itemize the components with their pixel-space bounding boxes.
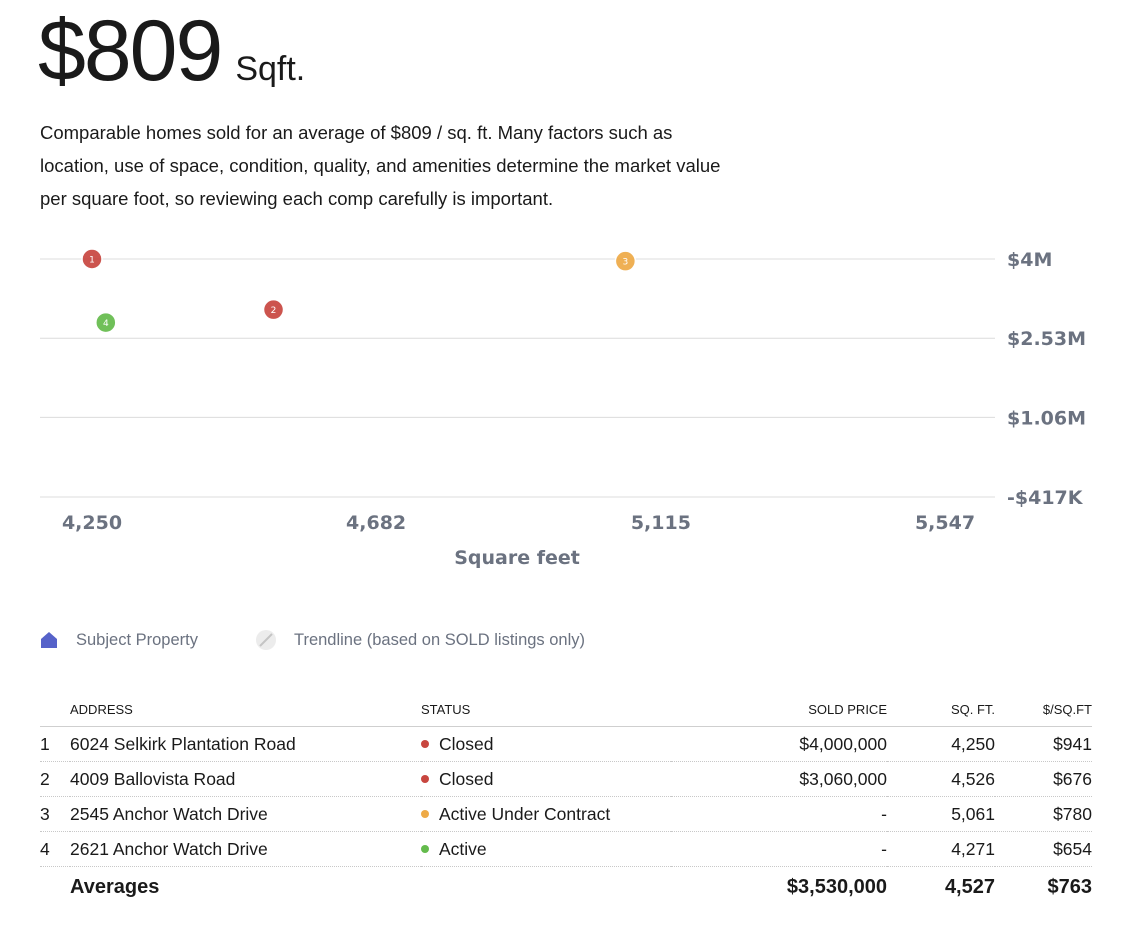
average-price-per-sqft: $763	[1047, 875, 1093, 898]
status-label: Active Under Contract	[439, 803, 611, 824]
col-sqft[interactable]: SQ. FT.	[887, 692, 995, 727]
data-point-marker	[81, 248, 103, 270]
y-tick-label: $4M	[1007, 249, 1052, 271]
col-sold-price[interactable]: SOLD PRICE	[671, 692, 887, 727]
row-sold-price: $4,000,000	[671, 726, 887, 762]
data-point-marker	[95, 311, 117, 334]
legend-subject-property[interactable]: Subject Property	[40, 631, 198, 650]
average-price-per-sqft: $809	[38, 3, 223, 99]
averages-spacer	[40, 867, 70, 908]
price-unit: Sqft.	[235, 50, 306, 88]
y-tick-label: $1.06M	[1007, 407, 1086, 429]
row-status: Active	[421, 831, 671, 867]
row-price-per-sqft: $676	[995, 761, 1092, 797]
col-address[interactable]: ADDRESS	[70, 692, 421, 727]
data-point[interactable]: 1	[81, 248, 103, 270]
row-address[interactable]: 2621 Anchor Watch Drive	[70, 831, 421, 867]
data-point-label: 1	[89, 256, 95, 266]
x-axis-label: Square feet	[454, 547, 580, 569]
data-point-label: 4	[103, 319, 109, 329]
row-sqft: 5,061	[887, 796, 995, 832]
row-number: 1	[40, 726, 70, 762]
table-row[interactable]: 3 2545 Anchor Watch Drive Active Under C…	[40, 796, 1092, 832]
price-headline: $809 Sqft.	[38, 8, 305, 94]
chart-gridlines	[40, 258, 995, 498]
average-sqft: 4,527	[944, 875, 995, 898]
y-tick-label: $2.53M	[1007, 328, 1086, 350]
table-row[interactable]: 1 6024 Selkirk Plantation Road Closed $4…	[40, 726, 1092, 762]
status-dot	[421, 739, 429, 748]
table-row[interactable]: 4 2621 Anchor Watch Drive Active - 4,271…	[40, 831, 1092, 867]
row-status: Closed	[421, 761, 671, 797]
col-number	[40, 692, 70, 727]
y-axis-ticks: $4M $2.53M $1.06M -$417K	[1007, 249, 1086, 509]
row-sqft: 4,526	[887, 761, 995, 797]
chart-points: 1 2 3 4	[81, 248, 637, 334]
data-point-label: 3	[623, 258, 629, 268]
status-label: Closed	[439, 733, 494, 754]
row-sold-price: -	[671, 796, 887, 832]
row-sold-price: -	[671, 831, 887, 867]
x-tick-label: 4,250	[62, 512, 122, 534]
row-price-per-sqft: $941	[995, 726, 1092, 762]
data-point-marker	[262, 298, 285, 321]
x-tick-label: 5,115	[631, 512, 691, 534]
row-status: Closed	[421, 726, 671, 762]
col-status[interactable]: STATUS	[421, 692, 671, 727]
row-address[interactable]: 4009 Ballovista Road	[70, 761, 421, 797]
chart-legend: Subject Property Trendline (based on SOL…	[40, 626, 643, 654]
data-point-label: 2	[271, 306, 277, 316]
data-point[interactable]: 2	[262, 298, 285, 321]
col-price-per-sqft[interactable]: $/SQ.FT	[995, 692, 1092, 727]
row-number: 4	[40, 831, 70, 867]
row-number: 3	[40, 796, 70, 832]
legend-trendline[interactable]: Trendline (based on SOLD listings only)	[255, 630, 586, 650]
row-price-per-sqft: $654	[995, 831, 1092, 867]
row-address[interactable]: 2545 Anchor Watch Drive	[70, 796, 421, 832]
status-dot	[421, 844, 429, 853]
trendline-icon	[255, 630, 276, 650]
table-row[interactable]: 2 4009 Ballovista Road Closed $3,060,000…	[40, 761, 1092, 797]
data-point-marker	[614, 250, 637, 272]
status-label: Closed	[439, 768, 494, 789]
row-sqft: 4,271	[887, 831, 995, 867]
data-point[interactable]: 4	[95, 311, 117, 334]
averages-status-spacer	[421, 867, 671, 908]
row-address[interactable]: 6024 Selkirk Plantation Road	[70, 726, 421, 762]
house-icon	[40, 631, 58, 649]
y-tick-label: -$417K	[1007, 487, 1084, 509]
comparables-table: ADDRESS STATUS SOLD PRICE SQ. FT. $/SQ.F…	[40, 692, 1092, 907]
data-point[interactable]: 3	[614, 250, 637, 272]
x-axis-ticks: 4,250 4,682 5,115 5,547	[62, 512, 975, 534]
row-price-per-sqft: $780	[995, 796, 1092, 832]
averages-row: Averages $3,530,000 4,527 $763	[40, 867, 1092, 908]
legend-subject-label: Subject Property	[76, 630, 198, 649]
average-sold-price: $3,530,000	[786, 875, 887, 898]
price-description: Comparable homes sold for an average of …	[40, 122, 721, 209]
status-dot	[421, 774, 429, 783]
legend-trendline-label: Trendline (based on SOLD listings only)	[293, 630, 586, 649]
row-status: Active Under Contract	[421, 796, 671, 832]
price-vs-sqft-chart: $4M $2.53M $1.06M -$417K 4,250 4,682 5,115 5,5…	[40, 248, 1086, 569]
x-tick-label: 5,547	[915, 512, 975, 534]
table-header-row: ADDRESS STATUS SOLD PRICE SQ. FT. $/SQ.F…	[40, 692, 1092, 727]
row-sold-price: $3,060,000	[671, 761, 887, 797]
row-number: 2	[40, 761, 70, 797]
averages-label: Averages	[70, 875, 160, 898]
status-dot	[421, 809, 429, 818]
status-label: Active	[439, 838, 487, 859]
x-tick-label: 4,682	[346, 512, 406, 534]
row-sqft: 4,250	[887, 726, 995, 762]
